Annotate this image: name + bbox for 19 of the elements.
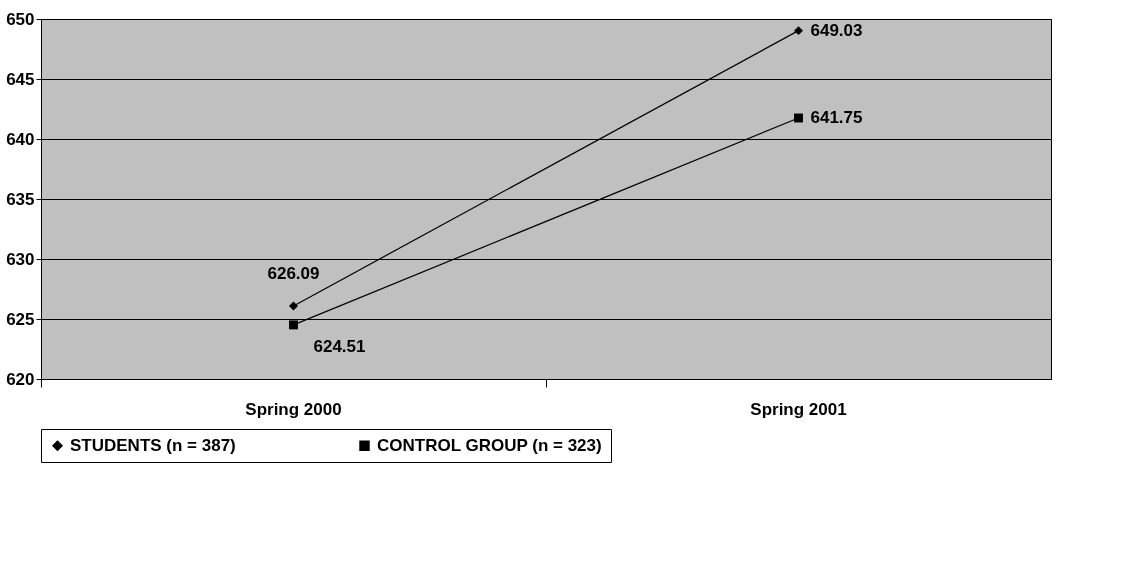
point [289, 320, 298, 330]
data-label: 641.75 [810, 108, 863, 127]
data-label: 624.51 [313, 336, 366, 356]
data-label: 626.09 [267, 263, 320, 283]
y-tick-label: 620 [6, 369, 35, 389]
y-tick-label: 635 [6, 189, 35, 209]
point [289, 301, 298, 311]
legend-label: CONTROL GROUP (n = 323) [377, 435, 602, 455]
legend-label: STUDENTS (n = 387) [70, 435, 236, 455]
x-tick-label: Spring 2000 [245, 399, 342, 419]
y-tick-label: 645 [6, 69, 35, 89]
y-tick-label: 630 [6, 249, 35, 269]
y-tick-label: 650 [6, 9, 35, 29]
y-tick-label: 625 [6, 309, 35, 329]
data-label: 649.03 [810, 20, 863, 40]
y-tick-label: 640 [6, 129, 35, 149]
x-tick-label: Spring 2001 [750, 399, 847, 419]
point [794, 113, 803, 123]
point [794, 26, 803, 36]
